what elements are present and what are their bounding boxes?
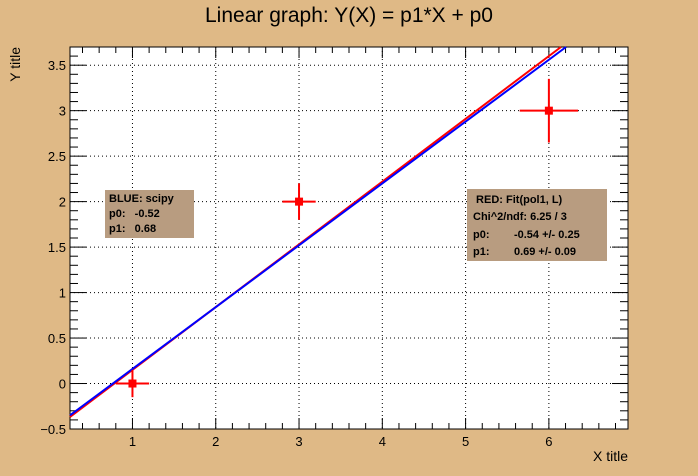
point-marker: [544, 106, 553, 115]
x-tick-label: 1: [129, 434, 136, 449]
y-tick-label: 2.5: [48, 149, 66, 164]
blue-stats-box: BLUE: scipy p0: -0.52 p1: 0.68: [105, 190, 194, 238]
data-points: [115, 78, 579, 398]
fit-lines: [69, 46, 567, 418]
chart-title: Linear graph: Y(X) = p1*X + p0: [205, 4, 493, 27]
x-tick-label: 3: [295, 434, 302, 449]
red-stats-line: p1: 0.69 +/- 0.09: [473, 246, 576, 258]
data-point: [115, 369, 150, 398]
y-tick-labels: −0.5 0 0.5 1 1.5 2 2.5 3 3.5: [40, 58, 66, 437]
red-stats-box-bg: [467, 189, 607, 261]
axis-ticks: [70, 46, 628, 430]
y-tick-label: 0: [59, 377, 66, 392]
x-tick-label: 6: [545, 434, 552, 449]
y-tick-label: 3.5: [48, 58, 66, 73]
red-stats-line: Chi^2/ndf: 6.25 / 3: [473, 211, 567, 223]
y-tick-label: 1: [59, 286, 66, 301]
x-axis-title: X title: [593, 448, 628, 464]
red-stats-line: p0: -0.54 +/- 0.25: [473, 229, 580, 241]
blue-stats-box-bg: [105, 190, 194, 238]
data-point: [519, 78, 579, 143]
y-tick-label: 0.5: [48, 331, 66, 346]
x-tick-labels: 1 2 3 4 5 6: [129, 434, 553, 449]
red-stats-line: RED: Fit(pol1, L): [473, 194, 563, 206]
x-tick-label: 5: [462, 434, 469, 449]
data-point: [282, 183, 316, 220]
y-tick-label: 1.5: [48, 240, 66, 255]
blue-stats-line: p0: -0.52: [109, 208, 160, 220]
x-tick-label: 4: [379, 434, 386, 449]
blue-stats-line: BLUE: scipy: [109, 193, 175, 205]
y-axis-title: Y title: [7, 47, 23, 82]
y-tick-label: 3: [59, 104, 66, 119]
blue-fit-line: [69, 46, 567, 417]
point-marker: [295, 197, 304, 206]
grid: [70, 47, 628, 430]
point-marker: [128, 379, 137, 388]
y-tick-label: 2: [59, 195, 66, 210]
y-tick-label: −0.5: [40, 422, 66, 437]
x-tick-label: 2: [212, 434, 219, 449]
blue-stats-line: p1: 0.68: [109, 223, 156, 235]
red-stats-box: RED: Fit(pol1, L) Chi^2/ndf: 6.25 / 3 p0…: [467, 189, 607, 261]
